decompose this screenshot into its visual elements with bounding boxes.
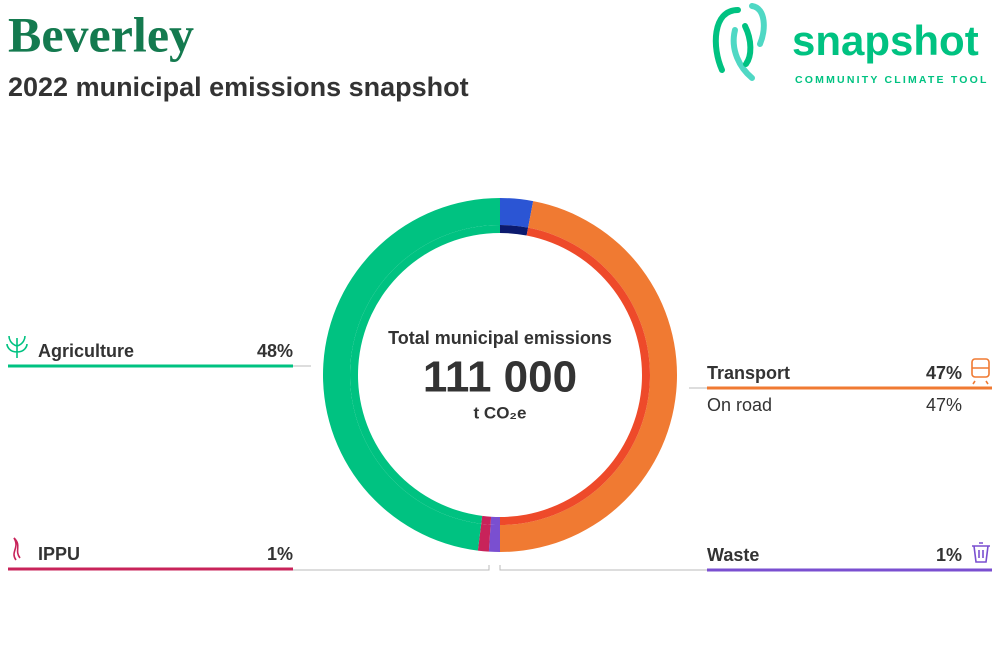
- category-label: Agriculture: [38, 341, 134, 361]
- category-label: Transport: [707, 363, 790, 383]
- inner-segment: [481, 515, 492, 525]
- logo-icon: [712, 3, 767, 81]
- waste-icon: [972, 542, 990, 563]
- leader-line: [499, 565, 707, 571]
- center-label: Total municipal emissions: [388, 328, 612, 348]
- logo-tagline: COMMUNITY CLIMATE TOOL: [795, 74, 989, 86]
- donut-segment: [500, 198, 534, 228]
- donut-segment: [477, 523, 491, 552]
- subtitle: 2022 municipal emissions snapshot: [8, 72, 469, 102]
- unit: t CO₂e: [474, 403, 527, 422]
- total: 111 000: [423, 353, 577, 402]
- donut-segment: [500, 201, 677, 552]
- transport-icon: [971, 358, 990, 385]
- value-label: 47%: [926, 363, 962, 383]
- value-label: 1%: [267, 544, 293, 564]
- agriculture-icon: [6, 335, 28, 358]
- ippu-icon: [13, 537, 21, 561]
- value-label: 1%: [936, 545, 962, 565]
- inner-segment: [490, 516, 500, 525]
- leader-line: [293, 565, 490, 571]
- logo-name: snapshot: [792, 17, 979, 64]
- title: Beverley: [8, 6, 194, 62]
- donut-segment: [323, 198, 500, 551]
- category-label: Waste: [707, 545, 759, 565]
- sub-value-label: 47%: [926, 395, 962, 415]
- sub-label: On road: [707, 395, 772, 415]
- inner-segment: [500, 225, 529, 236]
- donut-segment: [488, 524, 500, 552]
- category-label: IPPU: [38, 544, 80, 564]
- value-label: 48%: [257, 341, 293, 361]
